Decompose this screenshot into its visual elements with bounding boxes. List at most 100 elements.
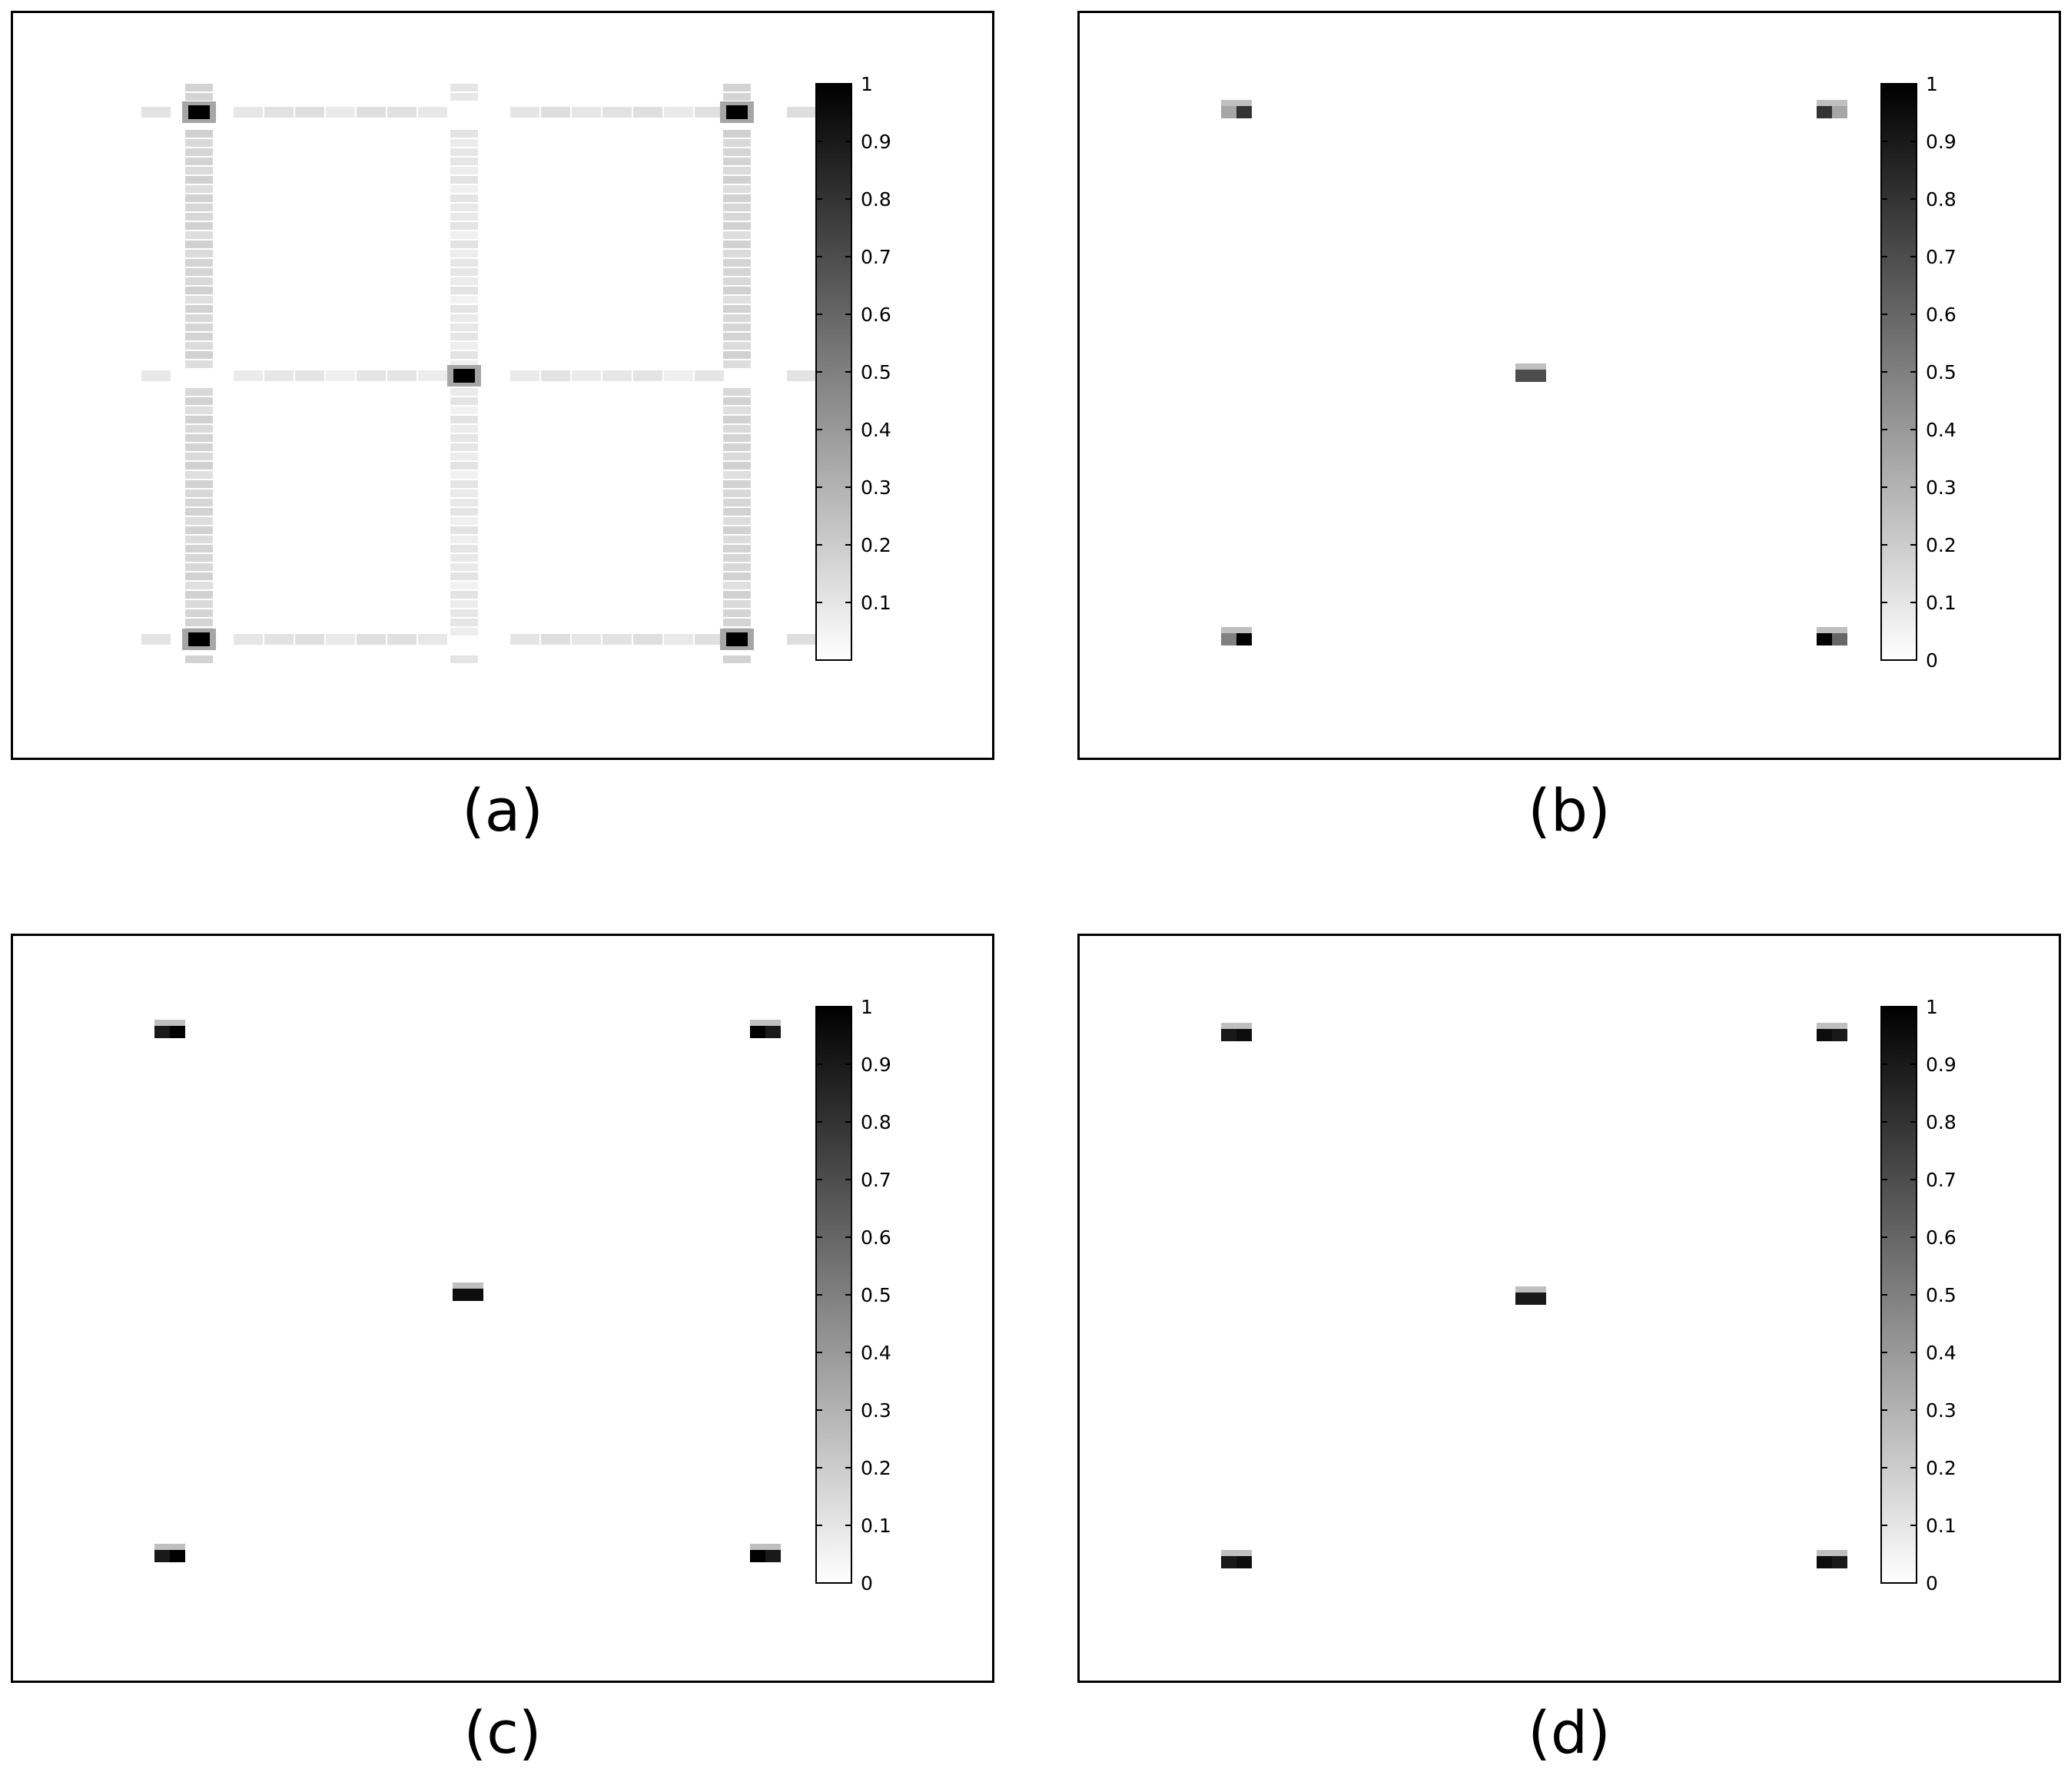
heatmap-cell <box>602 634 632 645</box>
heatmap-cell <box>723 287 751 294</box>
heatmap-cell <box>185 434 213 442</box>
colorbar-tick-label: 0.3 <box>861 1399 891 1422</box>
heatmap-cell <box>295 370 324 381</box>
heatmap-cell <box>450 582 478 589</box>
heatmap-cell <box>185 342 213 350</box>
heatmap-cell <box>185 582 213 589</box>
heatmap-cell <box>723 130 751 138</box>
heatmap-cell <box>1221 106 1236 118</box>
heatmap-cell <box>450 241 478 248</box>
heatmap-cell <box>723 655 751 663</box>
heatmap-cell <box>450 93 478 101</box>
colorbar-tick-label: 0 <box>1926 1572 1938 1595</box>
heatmap-cell <box>1817 1556 1832 1568</box>
panel-b: 0 0.1 0.2 0.3 0.4 0.5 0.6 0.7 0.8 0.9 1 <box>1077 11 2061 760</box>
heatmap-cell <box>185 204 213 211</box>
heatmap-cell <box>450 619 478 626</box>
colorbar-tick-label: 0.7 <box>861 246 891 268</box>
heatmap-cell <box>723 443 751 451</box>
heatmap-cell <box>1236 1556 1252 1568</box>
heatmap-cell <box>185 268 213 276</box>
heatmap-cell <box>450 517 478 525</box>
heatmap-cell <box>418 107 447 118</box>
heatmap-cell <box>450 305 478 313</box>
heatmap-cell <box>185 222 213 230</box>
colorbar-tick-label: 1 <box>861 996 873 1018</box>
heatmap-cell <box>723 563 751 571</box>
colorbar-tick-label: 0.2 <box>1926 534 1956 556</box>
colorbar-tick-label: 0.3 <box>1926 1399 1956 1422</box>
heatmap-cell <box>723 139 751 147</box>
heatmap-cell <box>185 489 213 497</box>
heatmap-cell <box>695 634 724 645</box>
heatmap-cell <box>633 107 662 118</box>
heatmap-cell-fringe <box>1817 1023 1847 1029</box>
heatmap-cell <box>453 1289 468 1301</box>
heatmap-cell <box>723 434 751 442</box>
heatmap-cell <box>1531 370 1546 382</box>
heatmap-cell <box>450 204 478 211</box>
colorbar-tick-label: 0.2 <box>1926 1457 1956 1479</box>
heatmap-cell <box>185 130 213 138</box>
heatmap-cell <box>450 259 478 267</box>
heatmap-cell-fringe <box>1817 1550 1847 1556</box>
heatmap-cell <box>234 370 263 381</box>
heatmap-cell <box>185 185 213 193</box>
heatmap-cell <box>723 416 751 423</box>
heatmap-cell <box>185 231 213 239</box>
heatmap-cell <box>185 84 213 91</box>
heatmap-cell <box>450 480 478 488</box>
heatmap-cell <box>450 407 478 414</box>
heatmap-cell <box>723 213 751 221</box>
heatmap-cell <box>418 370 447 381</box>
colorbar-tick-label: 0.8 <box>1926 188 1956 211</box>
heatmap-cell-fringe <box>1515 363 1546 370</box>
heatmap-cell <box>1515 370 1531 382</box>
colorbar-tick-label: 0.5 <box>1926 361 1956 383</box>
colorbar-tick-label: 0.6 <box>861 1226 891 1249</box>
heatmap-cell <box>450 572 478 580</box>
heatmap-cell <box>450 545 478 553</box>
colorbar-tick-label: 0.4 <box>861 419 891 441</box>
heatmap-cell <box>326 107 355 118</box>
heatmap-cell <box>723 241 751 248</box>
heatmap-cell <box>723 508 751 516</box>
heatmap-background <box>141 84 816 663</box>
heatmap-cell <box>750 1550 765 1562</box>
heatmap-cell <box>450 462 478 470</box>
heatmap-cell-fringe <box>154 1544 185 1550</box>
heatmap-cell <box>154 1550 170 1562</box>
heatmap-cell <box>185 554 213 562</box>
heatmap-cell <box>723 250 751 257</box>
heatmap-cell-fringe <box>1817 100 1847 106</box>
heatmap-cell <box>541 107 570 118</box>
heatmap-cell <box>185 425 213 433</box>
heatmap-cell <box>723 93 751 101</box>
heatmap-cell <box>450 185 478 193</box>
heatmap-cell <box>185 591 213 599</box>
heatmap-cell <box>141 370 171 381</box>
heatmap-cell <box>450 443 478 451</box>
heatmap-cell <box>185 213 213 221</box>
heatmap-cell <box>723 277 751 285</box>
colorbar-tick-label: 1 <box>1926 73 1938 95</box>
heatmap-cell <box>723 231 751 239</box>
heatmap-cell <box>450 554 478 562</box>
heatmap-cell <box>1531 1293 1546 1305</box>
heatmap-cell <box>450 84 478 91</box>
heatmap-cell <box>723 536 751 543</box>
heatmap-cell <box>450 360 478 368</box>
heatmap-cell <box>450 351 478 359</box>
heatmap-cell <box>633 370 662 381</box>
heatmap-cell <box>264 107 294 118</box>
heatmap-cell <box>695 370 724 381</box>
heatmap-cell <box>185 296 213 304</box>
heatmap-cell <box>723 259 751 267</box>
heatmap-cell-fringe <box>1817 627 1847 633</box>
heatmap-cell <box>723 268 751 276</box>
heatmap-cell <box>450 425 478 433</box>
colorbar-tick-label: 0.6 <box>1926 1226 1956 1249</box>
heatmap-cell <box>510 634 539 645</box>
heatmap-cell <box>185 305 213 313</box>
heatmap-cell <box>723 582 751 589</box>
